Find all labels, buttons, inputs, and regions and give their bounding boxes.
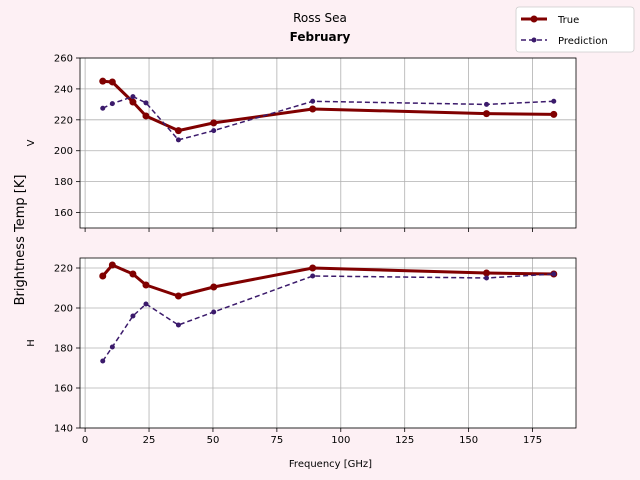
x-tick-label: 25 [143,435,156,446]
data-point-prediction [109,344,115,350]
data-point-true [99,272,107,280]
data-point-true [550,110,558,118]
data-point-prediction [484,275,490,281]
y-axis-label: Brightness Temp [K] [13,175,28,306]
data-point-true [129,98,137,106]
panel-h: 0 25 50 75 100 125 150 175 140 160 180 200 220 H [26,257,577,446]
plot-frame [79,57,577,229]
data-point-true [108,261,116,269]
panel-v: 160 180 200 220 240 260 V [26,54,577,232]
x-tick-label: 75 [270,435,283,446]
x-axis-label: Frequency [GHz] [289,459,372,470]
y-tick-label: 140 [54,424,73,435]
plot-area [80,258,576,428]
x-tick-label: 150 [459,435,478,446]
x-tick-label: 125 [395,435,414,446]
data-point-true [99,77,107,85]
legend-true-label: True [557,15,579,26]
data-point-prediction [100,105,106,111]
chart-title: Ross Sea [293,11,347,25]
y-tick-label: 200 [54,304,73,315]
data-point-prediction [310,273,316,279]
data-point-true [210,283,218,291]
data-point-true [210,119,218,127]
data-point-prediction [211,128,217,134]
y-tick-label: 260 [54,54,73,65]
data-point-prediction [175,137,181,143]
y-tick-label: 220 [54,115,73,126]
y-tick-label: 220 [54,264,73,275]
data-point-true [309,264,317,272]
x-tick-label: 175 [523,435,542,446]
data-point-prediction [310,98,316,104]
data-point-prediction [130,94,136,100]
data-point-prediction [143,301,149,307]
data-point-true [483,269,491,277]
legend-prediction-label: Prediction [558,36,608,47]
y-tick-label: 180 [54,177,73,188]
x-tick-label: 100 [331,435,350,446]
data-point-true [483,110,491,118]
data-point-true [309,105,317,113]
y-tick-label: 160 [54,208,73,219]
data-point-prediction [130,313,136,319]
panel-ylabel-h: H [26,339,37,347]
data-point-true [129,270,137,278]
legend-true-marker [530,15,538,23]
data-point-prediction [484,101,490,107]
x-tick-label: 0 [82,435,88,446]
plot-area [80,58,576,228]
data-point-prediction [211,309,217,315]
chart-subtitle: February [290,30,351,44]
data-point-true [174,292,182,300]
data-point-prediction [109,101,115,107]
data-point-prediction [175,322,181,328]
data-point-true [142,281,150,289]
y-tick-label: 200 [54,146,73,157]
legend-prediction-marker [531,37,537,43]
y-tick-label: 240 [54,84,73,95]
x-tick-label: 50 [207,435,220,446]
legend: True Prediction [515,6,635,53]
data-point-true [108,78,116,86]
data-point-prediction [551,98,557,104]
plot-frame [79,257,577,429]
data-point-prediction [143,100,149,106]
panel-ylabel-v: V [26,139,37,146]
series-line-prediction-h [102,273,554,362]
y-tick-label: 180 [54,344,73,355]
data-point-prediction [100,358,106,364]
y-tick-label: 160 [54,384,73,395]
data-point-prediction [551,271,557,277]
data-point-true [174,127,182,135]
data-point-true [142,112,150,120]
